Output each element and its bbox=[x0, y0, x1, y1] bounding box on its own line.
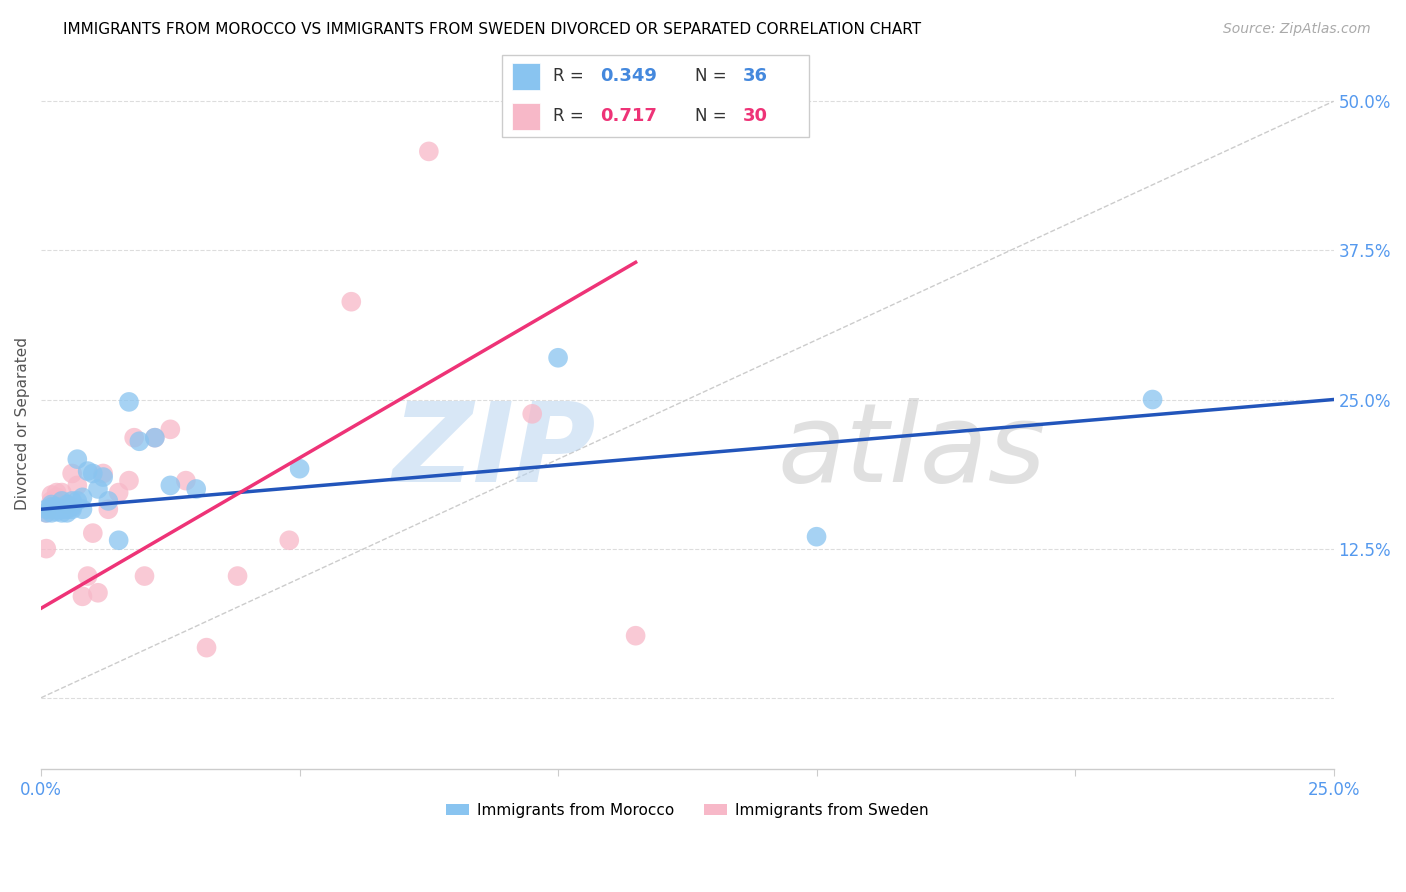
Text: R =: R = bbox=[553, 107, 589, 125]
Point bbox=[97, 494, 120, 508]
Point bbox=[35, 502, 58, 516]
Text: N =: N = bbox=[695, 107, 733, 125]
Point bbox=[122, 431, 145, 445]
Point bbox=[72, 502, 94, 516]
Point bbox=[51, 494, 73, 508]
Point bbox=[107, 533, 129, 548]
Point bbox=[45, 485, 67, 500]
Point bbox=[56, 502, 79, 516]
Point bbox=[134, 569, 156, 583]
Point bbox=[174, 474, 197, 488]
Point bbox=[66, 452, 89, 467]
Point bbox=[128, 434, 150, 449]
Point bbox=[60, 500, 83, 514]
Text: N =: N = bbox=[695, 67, 733, 85]
Point bbox=[76, 569, 98, 583]
Point bbox=[806, 530, 828, 544]
Point bbox=[35, 506, 58, 520]
Point bbox=[87, 482, 110, 496]
Point bbox=[159, 478, 181, 492]
Point bbox=[56, 498, 79, 512]
Point bbox=[60, 467, 83, 481]
Point bbox=[143, 431, 166, 445]
Point bbox=[35, 541, 58, 556]
FancyBboxPatch shape bbox=[502, 55, 810, 136]
Point bbox=[41, 488, 63, 502]
Point bbox=[76, 464, 98, 478]
Text: Source: ZipAtlas.com: Source: ZipAtlas.com bbox=[1223, 22, 1371, 37]
Text: 0.349: 0.349 bbox=[600, 67, 657, 85]
Point bbox=[547, 351, 569, 365]
Point bbox=[195, 640, 218, 655]
Point bbox=[56, 506, 79, 520]
Point bbox=[41, 506, 63, 520]
Point bbox=[418, 145, 440, 159]
Point bbox=[118, 395, 141, 409]
Point bbox=[45, 502, 67, 516]
Point bbox=[288, 461, 311, 475]
Point bbox=[82, 526, 104, 541]
Point bbox=[72, 590, 94, 604]
Point bbox=[340, 294, 363, 309]
Point bbox=[66, 494, 89, 508]
Point bbox=[107, 485, 129, 500]
Point bbox=[51, 485, 73, 500]
FancyBboxPatch shape bbox=[512, 103, 540, 130]
Point bbox=[45, 500, 67, 514]
Point bbox=[186, 482, 208, 496]
Y-axis label: Divorced or Separated: Divorced or Separated bbox=[15, 337, 30, 510]
Point bbox=[91, 467, 114, 481]
Text: 30: 30 bbox=[742, 107, 768, 125]
Point bbox=[1142, 392, 1164, 407]
Point bbox=[97, 502, 120, 516]
Point bbox=[51, 502, 73, 516]
Point bbox=[35, 506, 58, 520]
Point bbox=[624, 629, 647, 643]
Text: ZIP: ZIP bbox=[394, 398, 596, 505]
Point bbox=[51, 506, 73, 520]
Point bbox=[226, 569, 249, 583]
Point bbox=[72, 491, 94, 505]
Point bbox=[118, 474, 141, 488]
Point bbox=[56, 498, 79, 512]
Point bbox=[41, 494, 63, 508]
Point bbox=[66, 478, 89, 492]
Text: atlas: atlas bbox=[778, 398, 1046, 505]
Point bbox=[41, 500, 63, 514]
Point bbox=[45, 491, 67, 505]
Text: 36: 36 bbox=[742, 67, 768, 85]
Text: 0.717: 0.717 bbox=[600, 107, 657, 125]
Point bbox=[87, 586, 110, 600]
Point bbox=[278, 533, 301, 548]
FancyBboxPatch shape bbox=[512, 62, 540, 90]
Point bbox=[159, 422, 181, 436]
Text: IMMIGRANTS FROM MOROCCO VS IMMIGRANTS FROM SWEDEN DIVORCED OR SEPARATED CORRELAT: IMMIGRANTS FROM MOROCCO VS IMMIGRANTS FR… bbox=[63, 22, 921, 37]
Point bbox=[522, 407, 544, 421]
Point bbox=[60, 494, 83, 508]
Point bbox=[60, 502, 83, 516]
Text: R =: R = bbox=[553, 67, 589, 85]
Point bbox=[45, 505, 67, 519]
Point bbox=[91, 470, 114, 484]
Point bbox=[143, 431, 166, 445]
Point bbox=[82, 467, 104, 481]
Point bbox=[41, 498, 63, 512]
Legend: Immigrants from Morocco, Immigrants from Sweden: Immigrants from Morocco, Immigrants from… bbox=[440, 797, 935, 824]
